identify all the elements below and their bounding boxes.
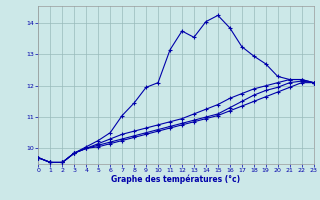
X-axis label: Graphe des températures (°c): Graphe des températures (°c) xyxy=(111,175,241,184)
